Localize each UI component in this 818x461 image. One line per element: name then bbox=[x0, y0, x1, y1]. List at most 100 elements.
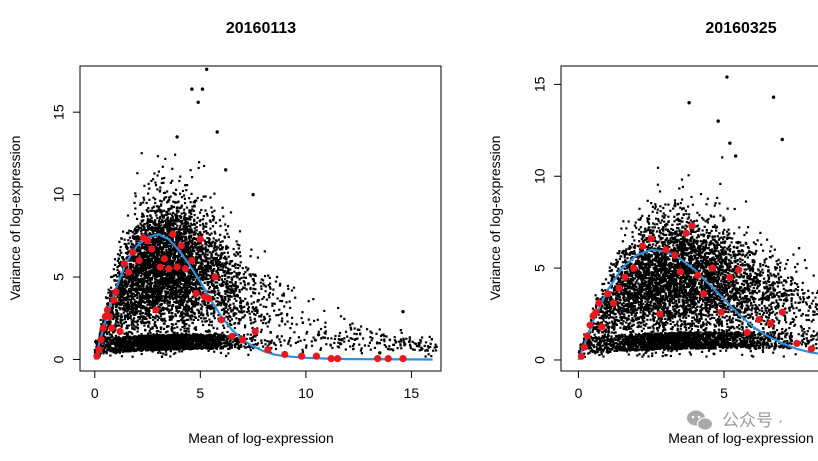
spike-in-point bbox=[120, 260, 128, 268]
gene-point bbox=[716, 119, 720, 123]
spike-in-point bbox=[152, 306, 160, 314]
spike-in-point bbox=[615, 284, 623, 292]
chart-panel-20160325: 20160325 Mean of log-expression Variance… bbox=[487, 20, 818, 446]
gene-point bbox=[204, 67, 209, 71]
data-marks bbox=[93, 67, 433, 363]
spike-in-point bbox=[638, 242, 647, 250]
x-tick-label: 5 bbox=[196, 385, 204, 401]
spike-in-point bbox=[682, 229, 690, 237]
spike-in-point bbox=[333, 355, 342, 363]
spike-in-point bbox=[143, 237, 152, 245]
spike-in-point bbox=[129, 248, 137, 256]
spike-in-point bbox=[181, 265, 190, 273]
spike-in-point bbox=[165, 265, 173, 273]
spike-in-point bbox=[196, 235, 204, 243]
y-tick-label: 5 bbox=[532, 264, 548, 272]
spike-in-point bbox=[592, 308, 600, 316]
spike-in-point bbox=[99, 324, 107, 332]
spike-in-point bbox=[586, 321, 594, 329]
spike-in-point bbox=[726, 273, 734, 281]
chart-title: 20160325 bbox=[705, 20, 776, 37]
spike-in-point bbox=[124, 268, 133, 276]
spike-in-point bbox=[708, 264, 716, 272]
spike-in-point bbox=[583, 332, 591, 340]
gene-point bbox=[316, 333, 321, 337]
spike-in-point bbox=[264, 345, 272, 354]
spike-in-point bbox=[676, 268, 684, 276]
spike-in-point bbox=[281, 350, 289, 359]
x-tick-label: 15 bbox=[404, 385, 420, 401]
spike-in-point bbox=[374, 355, 382, 363]
spike-in-point bbox=[609, 299, 618, 307]
spike-in-point bbox=[298, 352, 306, 360]
spike-in-point bbox=[694, 271, 702, 280]
gene-point bbox=[725, 75, 729, 79]
spike-in-point bbox=[399, 355, 407, 363]
spike-in-point bbox=[135, 256, 143, 265]
spike-in-point bbox=[110, 296, 118, 304]
y-tick-label: 5 bbox=[51, 273, 67, 281]
spike-in-point bbox=[192, 289, 200, 298]
y-axis-label: Variance of log-expression bbox=[487, 136, 503, 301]
spike-in-point bbox=[93, 352, 101, 360]
spike-in-point bbox=[598, 323, 606, 331]
chart-title: 20160113 bbox=[226, 20, 296, 37]
chart-panel-20160113: 20160113 Mean of log-expression Variance… bbox=[7, 20, 442, 446]
spike-in-point bbox=[116, 327, 124, 336]
y-axis-label: Variance of log-expression bbox=[7, 136, 23, 301]
gene-point bbox=[251, 192, 255, 197]
spike-in-point bbox=[580, 343, 588, 351]
x-tick-label: 5 bbox=[720, 385, 728, 401]
spike-in-point bbox=[743, 328, 751, 337]
gene-point bbox=[223, 168, 228, 172]
gene-cloud bbox=[577, 156, 818, 358]
spike-in-point bbox=[217, 316, 226, 324]
spike-in-point bbox=[103, 306, 112, 314]
spike-in-point bbox=[169, 230, 177, 238]
y-tick-label: 10 bbox=[532, 168, 548, 184]
y-tick-label: 15 bbox=[532, 76, 548, 92]
spike-in-point bbox=[177, 242, 185, 250]
spike-in-point bbox=[95, 345, 103, 354]
gene-point bbox=[175, 135, 179, 139]
gene-point bbox=[196, 100, 200, 104]
spike-in-point bbox=[327, 355, 335, 363]
spike-in-point bbox=[670, 251, 679, 259]
x-tick-label: 0 bbox=[575, 385, 583, 401]
gene-cloud bbox=[93, 152, 438, 358]
spike-in-point bbox=[630, 264, 638, 272]
spike-in-point bbox=[755, 315, 763, 324]
x-axis-label: Mean of log-expression bbox=[668, 430, 814, 446]
gene-point bbox=[401, 309, 405, 314]
y-tick-label: 0 bbox=[532, 356, 548, 364]
spike-in-point bbox=[112, 288, 120, 296]
spike-in-point bbox=[767, 319, 775, 327]
gene-point bbox=[771, 95, 776, 99]
spike-in-point bbox=[105, 312, 114, 321]
y-tick-label: 0 bbox=[51, 355, 67, 363]
spike-in-point bbox=[108, 324, 116, 332]
gene-point bbox=[733, 154, 738, 158]
spike-in-point bbox=[662, 246, 670, 254]
y-tick-label: 15 bbox=[51, 104, 67, 120]
gene-point bbox=[200, 87, 205, 91]
spike-in-point bbox=[156, 263, 164, 271]
gene-point bbox=[687, 101, 691, 105]
watermark: 公众号 · bbox=[687, 410, 783, 431]
spike-in-point bbox=[173, 263, 181, 271]
spike-in-point bbox=[793, 339, 801, 348]
spike-in-point bbox=[312, 352, 321, 360]
spike-in-point bbox=[188, 256, 196, 265]
gene-point bbox=[728, 141, 732, 145]
x-axis-ticks: 0 5 10 15 bbox=[91, 370, 420, 401]
y-axis-ticks: 0 5 10 15 bbox=[51, 104, 80, 363]
spike-in-point bbox=[211, 273, 219, 281]
spike-in-point bbox=[595, 299, 603, 307]
spike-in-point bbox=[621, 273, 629, 281]
spike-in-point bbox=[734, 266, 743, 274]
spike-in-point bbox=[603, 290, 612, 298]
spike-in-point bbox=[717, 308, 725, 316]
data-marks bbox=[577, 75, 818, 361]
